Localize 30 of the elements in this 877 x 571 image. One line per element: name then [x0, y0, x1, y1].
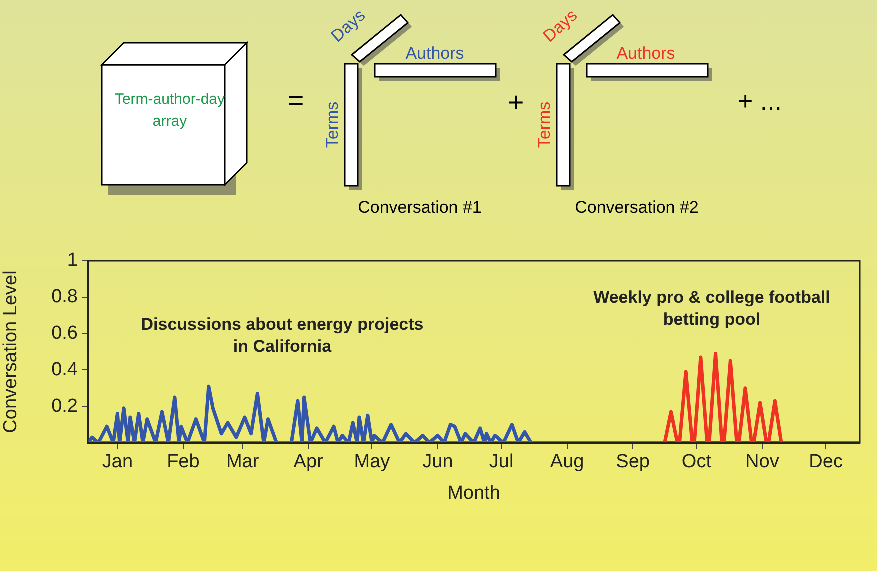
y-tick-label: 0.2 — [52, 396, 78, 417]
x-tick-label: Dec — [809, 452, 843, 473]
x-tick-label: Oct — [682, 452, 712, 473]
text: Conversation #1 — [358, 198, 482, 217]
x-tick-label: Nov — [746, 452, 780, 473]
annotation: Weekly pro & college football betting pool — [592, 287, 832, 331]
x-tick-label: Sep — [616, 452, 650, 473]
x-tick-label: Mar — [226, 452, 260, 473]
x-tick-label: Jun — [422, 452, 454, 473]
x-tick-label: Feb — [167, 452, 200, 473]
x-axis-title: Month — [448, 482, 500, 504]
text: + ... — [738, 86, 782, 116]
text: Terms — [535, 102, 554, 148]
x-tick-label: Aug — [550, 452, 584, 473]
text: = — [288, 85, 304, 116]
y-tick-label: 0.6 — [52, 323, 78, 344]
text: Authors — [616, 44, 676, 63]
text: + — [508, 87, 524, 118]
x-tick-label: May — [354, 452, 391, 473]
x-tick-label: Jul — [489, 452, 514, 473]
text: Terms — [323, 102, 342, 148]
x-tick-label: Apr — [294, 452, 324, 473]
annotation: Discussions about energy projects in California — [140, 314, 425, 358]
x-tick-label: Jan — [102, 452, 134, 473]
y-tick-label: 0.8 — [52, 286, 78, 308]
y-tick-label: 1 — [67, 250, 78, 272]
y-axis-title: Conversation Level — [0, 270, 22, 434]
text: Conversation #2 — [575, 198, 699, 217]
text: Authors — [406, 44, 464, 63]
y-tick-label: 0.4 — [52, 359, 78, 380]
